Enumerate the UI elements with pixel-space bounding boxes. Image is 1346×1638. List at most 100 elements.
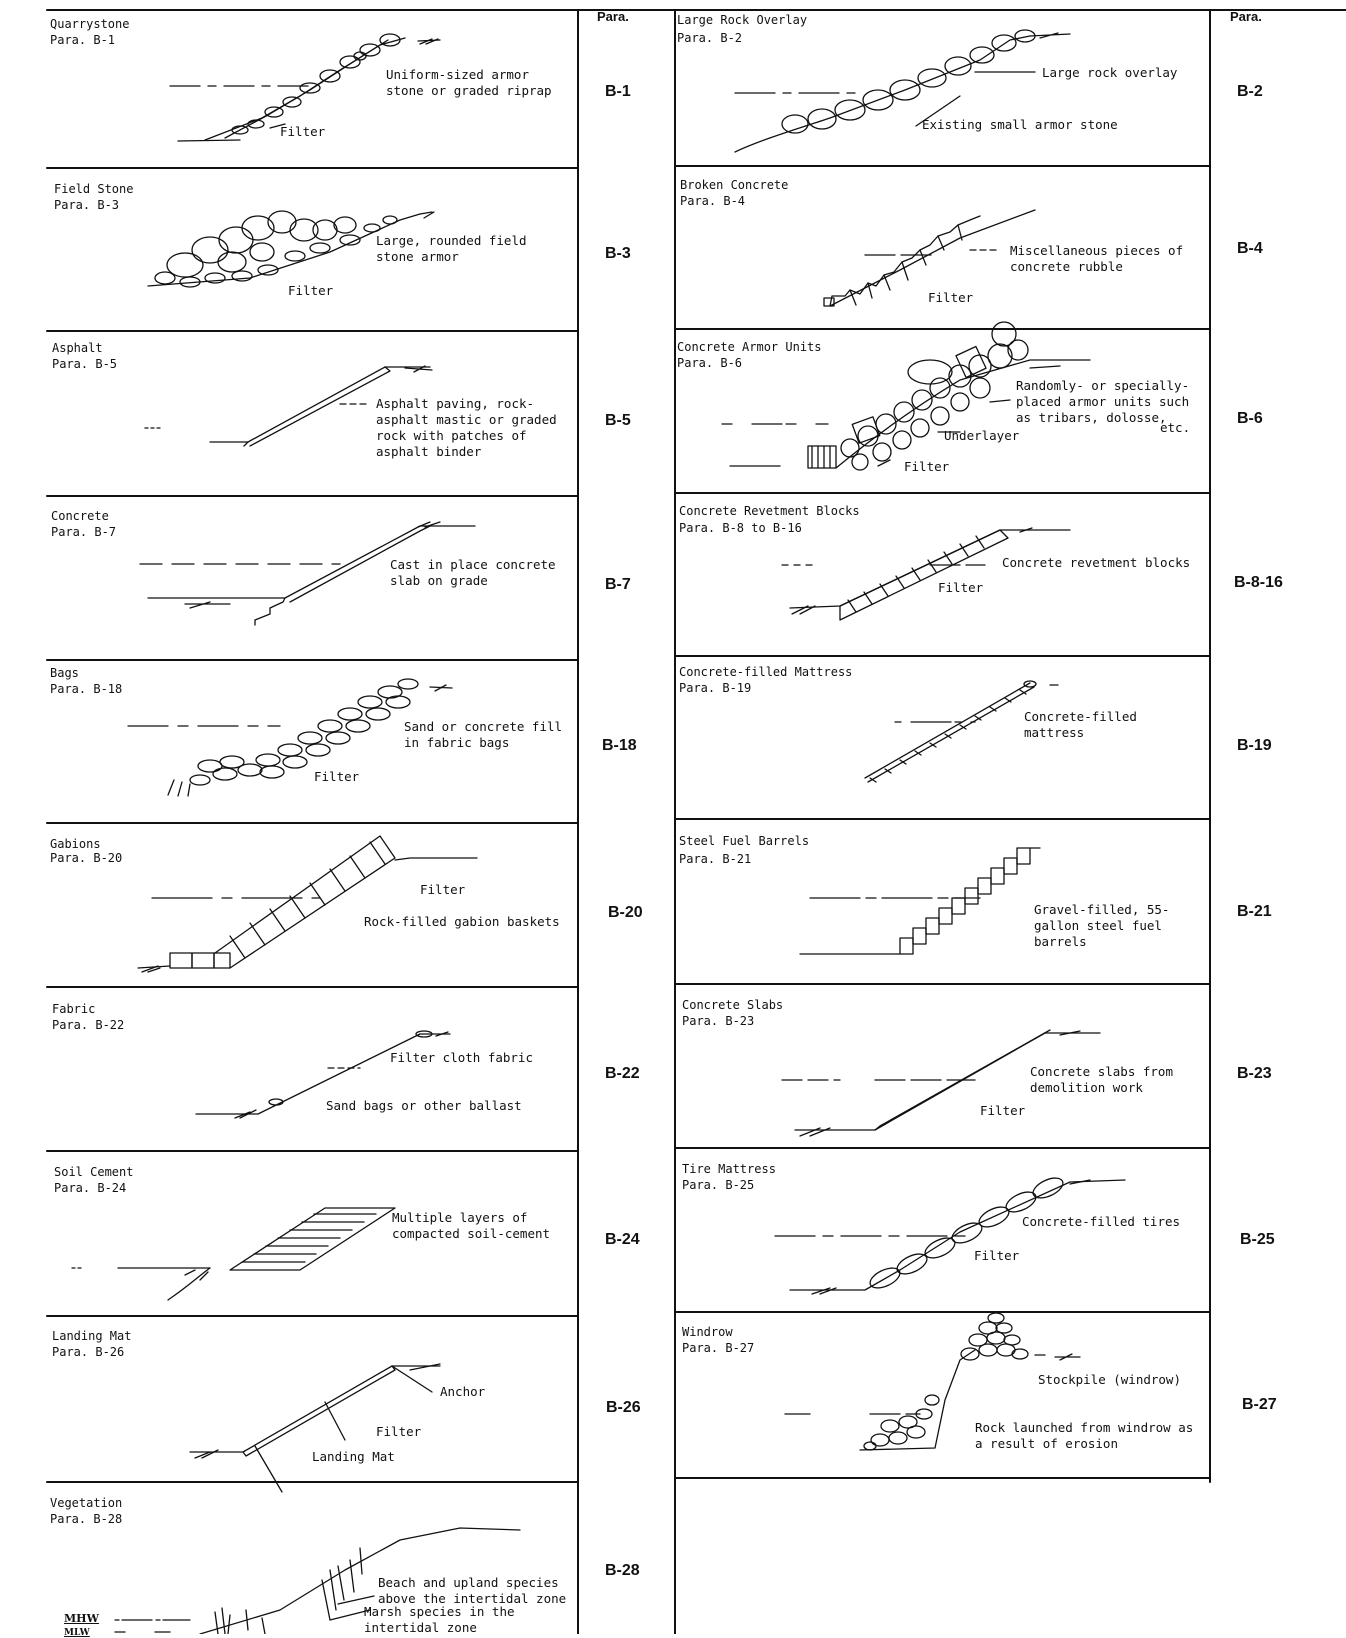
cell-title-concrete-slabs: Concrete Slabs bbox=[682, 998, 784, 1012]
field-stone-sketch bbox=[147, 210, 435, 288]
label-concrete-slab: Cast in place concrete slab on grade bbox=[390, 557, 556, 588]
cell-para-concrete-armor-units: Para. B-6 bbox=[677, 356, 743, 370]
para-code-b24: B-24 bbox=[605, 1231, 640, 1248]
cell-title-bags: Bags bbox=[50, 666, 79, 680]
label-broken-concrete-filter: Filter bbox=[928, 290, 974, 305]
concrete-revetment-blocks-sketch bbox=[781, 527, 1071, 621]
broken-concrete-sketch bbox=[823, 209, 1036, 307]
label-armor-units-filter: Filter bbox=[904, 459, 950, 474]
label-gabions-baskets: Rock-filled gabion baskets bbox=[364, 914, 560, 929]
cell-title-field-stone: Field Stone bbox=[54, 182, 134, 196]
label-concrete-slabs: Concrete slabs from demolition work bbox=[1030, 1064, 1173, 1095]
label-existing-armor-stone: Existing small armor stone bbox=[922, 117, 1118, 132]
para-code-b6: B-6 bbox=[1237, 410, 1263, 427]
large-rock-overlay-sketch bbox=[734, 29, 1071, 153]
gabions-sketch bbox=[137, 835, 478, 973]
cell-title-broken-concrete: Broken Concrete bbox=[680, 178, 789, 192]
para-code-b26: B-26 bbox=[606, 1399, 641, 1416]
cell-para-soil-cement: Para. B-24 bbox=[54, 1181, 127, 1195]
table-grid bbox=[46, 9, 1346, 1634]
quarrystone-sketch bbox=[169, 33, 441, 142]
cell-para-concrete: Para. B-7 bbox=[51, 525, 117, 539]
concrete-slabs-sketch bbox=[781, 1029, 1101, 1137]
label-field-stone-armor: Large, rounded field stone armor bbox=[376, 233, 527, 264]
para-code-b5: B-5 bbox=[605, 412, 631, 429]
para-code-b21: B-21 bbox=[1237, 903, 1272, 920]
cell-para-asphalt: Para. B-5 bbox=[52, 357, 118, 371]
concrete-filled-mattress-sketch bbox=[864, 680, 1059, 783]
label-asphalt-paving: Asphalt paving, rock- asphalt mastic or … bbox=[376, 396, 557, 459]
cell-title-steel-fuel-barrels: Steel Fuel Barrels bbox=[679, 834, 810, 848]
para-code-b20: B-20 bbox=[608, 904, 643, 921]
mark-mlw: MLW bbox=[64, 1628, 90, 1638]
label-fabric-ballast: Sand bags or other ballast bbox=[326, 1098, 522, 1113]
cell-title-windrow: Windrow bbox=[682, 1325, 733, 1339]
label-armor-units: Randomly- or specially- placed armor uni… bbox=[1016, 378, 1190, 425]
label-armor-units-etc: etc. bbox=[1160, 420, 1191, 435]
cell-para-landing-mat: Para. B-26 bbox=[52, 1345, 125, 1359]
label-bags-filter: Filter bbox=[314, 769, 360, 784]
cell-para-gabions: Para. B-20 bbox=[50, 851, 123, 865]
para-code-b22: B-22 bbox=[605, 1065, 640, 1082]
cell-para-concrete-revetment-blocks: Para. B-8 to B-16 bbox=[679, 521, 802, 535]
para-column-header-left: Para. bbox=[597, 9, 629, 24]
label-tire-mattress-filter: Filter bbox=[974, 1248, 1020, 1263]
fabric-sketch bbox=[195, 1030, 451, 1119]
cell-para-windrow: Para. B-27 bbox=[682, 1341, 755, 1355]
cell-title-vegetation: Vegetation bbox=[50, 1496, 123, 1510]
cell-title-landing-mat: Landing Mat bbox=[52, 1329, 132, 1343]
label-quarrystone-filter: Filter bbox=[280, 124, 326, 139]
cell-title-soil-cement: Soil Cement bbox=[54, 1165, 134, 1179]
label-quarrystone-armor: Uniform-sized armor stone or graded ripr… bbox=[386, 67, 552, 98]
label-revetment-blocks: Concrete revetment blocks bbox=[1002, 555, 1191, 570]
cell-title-quarrystone: Quarrystone bbox=[50, 17, 130, 31]
cell-para-broken-concrete: Para. B-4 bbox=[680, 194, 746, 208]
cell-title-asphalt: Asphalt bbox=[52, 341, 103, 355]
para-code-b27: B-27 bbox=[1242, 1396, 1277, 1413]
label-concrete-filled-tires: Concrete-filled tires bbox=[1022, 1214, 1181, 1229]
cell-title-concrete-revetment-blocks: Concrete Revetment Blocks bbox=[679, 504, 860, 518]
para-code-b2: B-2 bbox=[1237, 83, 1263, 100]
label-rock-launched: Rock launched from windrow as a result o… bbox=[975, 1420, 1194, 1451]
cell-para-large-rock-overlay: Para. B-2 bbox=[677, 31, 743, 45]
soil-cement-sketch bbox=[71, 1207, 396, 1301]
cell-para-steel-fuel-barrels: Para. B-21 bbox=[679, 852, 752, 866]
cell-title-concrete: Concrete bbox=[51, 509, 109, 523]
label-landing-mat-filter: Filter bbox=[376, 1424, 422, 1439]
para-code-b8-16: B-8-16 bbox=[1234, 574, 1283, 591]
steel-fuel-barrels-sketch bbox=[799, 847, 1041, 955]
para-code-b18: B-18 bbox=[602, 737, 637, 754]
label-fabric-cloth: Filter cloth fabric bbox=[390, 1050, 533, 1065]
cell-title-fabric: Fabric bbox=[52, 1002, 96, 1016]
label-concrete-rubble: Miscellaneous pieces of concrete rubble bbox=[1010, 243, 1184, 274]
cell-para-vegetation: Para. B-28 bbox=[50, 1512, 123, 1526]
label-concrete-filled-mattress: Concrete-filled mattress bbox=[1024, 709, 1137, 740]
concrete-armor-units-sketch bbox=[721, 321, 1091, 471]
label-vegetation-upland: Beach and upland species above the inter… bbox=[378, 1575, 567, 1606]
para-code-b23: B-23 bbox=[1237, 1065, 1272, 1082]
cell-title-large-rock-overlay: Large Rock Overlay bbox=[677, 13, 808, 27]
label-stockpile-windrow: Stockpile (windrow) bbox=[1038, 1372, 1181, 1387]
label-steel-fuel-barrels: Gravel-filled, 55- gallon steel fuel bar… bbox=[1034, 902, 1170, 949]
windrow-sketch bbox=[784, 1312, 1081, 1451]
cell-para-tire-mattress: Para. B-25 bbox=[682, 1178, 755, 1192]
para-code-b3: B-3 bbox=[605, 245, 631, 262]
vegetation-sketch bbox=[114, 1527, 521, 1634]
para-column-header-right: Para. bbox=[1230, 9, 1262, 24]
para-code-b25: B-25 bbox=[1240, 1231, 1275, 1248]
label-gabions-filter: Filter bbox=[420, 882, 466, 897]
label-bags-fill: Sand or concrete fill in fabric bags bbox=[404, 719, 563, 750]
cell-title-gabions: Gabions bbox=[50, 837, 101, 851]
para-code-b19: B-19 bbox=[1237, 737, 1272, 754]
cell-para-bags: Para. B-18 bbox=[50, 682, 123, 696]
concrete-sketch bbox=[139, 521, 476, 626]
label-revetment-blocks-filter: Filter bbox=[938, 580, 984, 595]
para-code-b28: B-28 bbox=[605, 1562, 640, 1579]
para-code-b4: B-4 bbox=[1237, 240, 1263, 257]
cell-title-tire-mattress: Tire Mattress bbox=[682, 1162, 776, 1176]
label-large-rock-overlay: Large rock overlay bbox=[1042, 65, 1178, 80]
label-landing-mat-anchor: Anchor bbox=[440, 1384, 486, 1399]
tire-mattress-sketch bbox=[774, 1177, 1126, 1295]
cell-para-quarrystone: Para. B-1 bbox=[50, 33, 116, 47]
